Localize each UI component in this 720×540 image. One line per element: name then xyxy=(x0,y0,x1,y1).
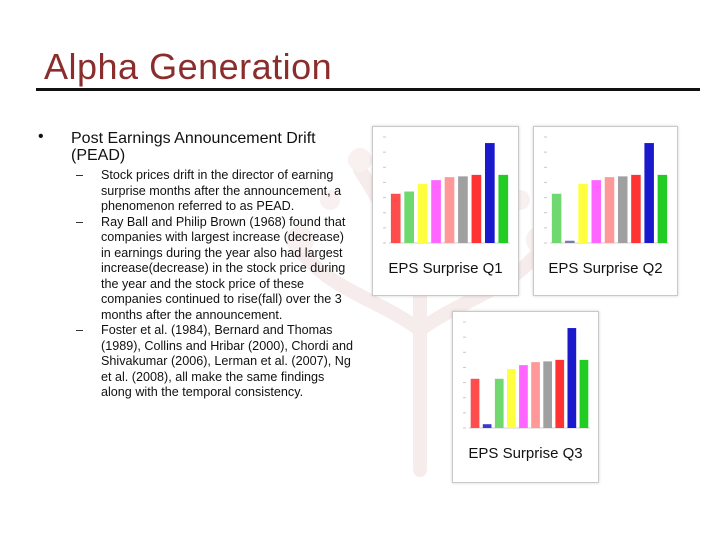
bar-chart-q1 xyxy=(383,136,510,244)
chart-panel-q1: EPS Surprise Q1 xyxy=(372,126,519,296)
sub-bullet-text: Foster et al. (1984), Bernard and Thomas… xyxy=(101,323,354,399)
bar xyxy=(631,174,641,243)
dash-marker: – xyxy=(76,323,84,337)
title-underline xyxy=(36,88,700,91)
slide-title: Alpha Generation xyxy=(44,46,333,87)
bar xyxy=(578,183,588,243)
chart-label-q1: EPS Surprise Q1 xyxy=(388,260,503,277)
sub-bullet-item: – Ray Ball and Philip Brown (1968) found… xyxy=(76,215,356,324)
bar xyxy=(617,176,628,243)
bar xyxy=(482,424,492,428)
chart-label-q2: EPS Surprise Q2 xyxy=(548,260,663,277)
bar xyxy=(644,143,654,243)
bar xyxy=(591,180,602,243)
bar xyxy=(567,328,577,428)
sub-bullet-text: Ray Ball and Philip Brown (1968) found t… xyxy=(101,214,346,322)
sub-bullet-item: – Stock prices drift in the director of … xyxy=(76,168,356,215)
sub-bullet-list: – Stock prices drift in the director of … xyxy=(76,168,356,401)
bar xyxy=(555,359,565,428)
bar-chart-q2 xyxy=(544,136,669,244)
bar xyxy=(657,174,668,243)
bar xyxy=(444,177,455,243)
chart-panel-q3: EPS Surprise Q3 xyxy=(452,311,599,483)
bar xyxy=(417,183,428,243)
bar xyxy=(519,365,528,428)
bar-chart-q3 xyxy=(463,321,590,429)
bar xyxy=(404,191,415,243)
bullet-marker: • xyxy=(38,128,44,145)
bar xyxy=(531,362,540,428)
main-bullet-text: Post Earnings Announcement Drift (PEAD) xyxy=(71,130,316,164)
chart-label-q3: EPS Surprise Q3 xyxy=(468,445,583,462)
bar xyxy=(604,177,615,243)
bar xyxy=(470,378,480,428)
bar xyxy=(543,361,552,428)
bar xyxy=(565,240,575,243)
bar xyxy=(471,174,482,243)
bar xyxy=(484,143,495,243)
bar xyxy=(431,180,441,243)
bar xyxy=(458,176,468,243)
sub-bullet-item: – Foster et al. (1984), Bernard and Thom… xyxy=(76,323,356,401)
bar xyxy=(390,193,401,243)
bar xyxy=(498,174,509,243)
chart-panel-q2: EPS Surprise Q2 xyxy=(533,126,678,296)
dash-marker: – xyxy=(76,168,84,182)
sub-bullet-text: Stock prices drift in the director of ea… xyxy=(101,168,342,213)
dash-marker: – xyxy=(76,214,84,229)
bar xyxy=(579,359,589,428)
bar xyxy=(506,368,516,428)
bar xyxy=(494,378,504,428)
bar xyxy=(551,193,562,243)
